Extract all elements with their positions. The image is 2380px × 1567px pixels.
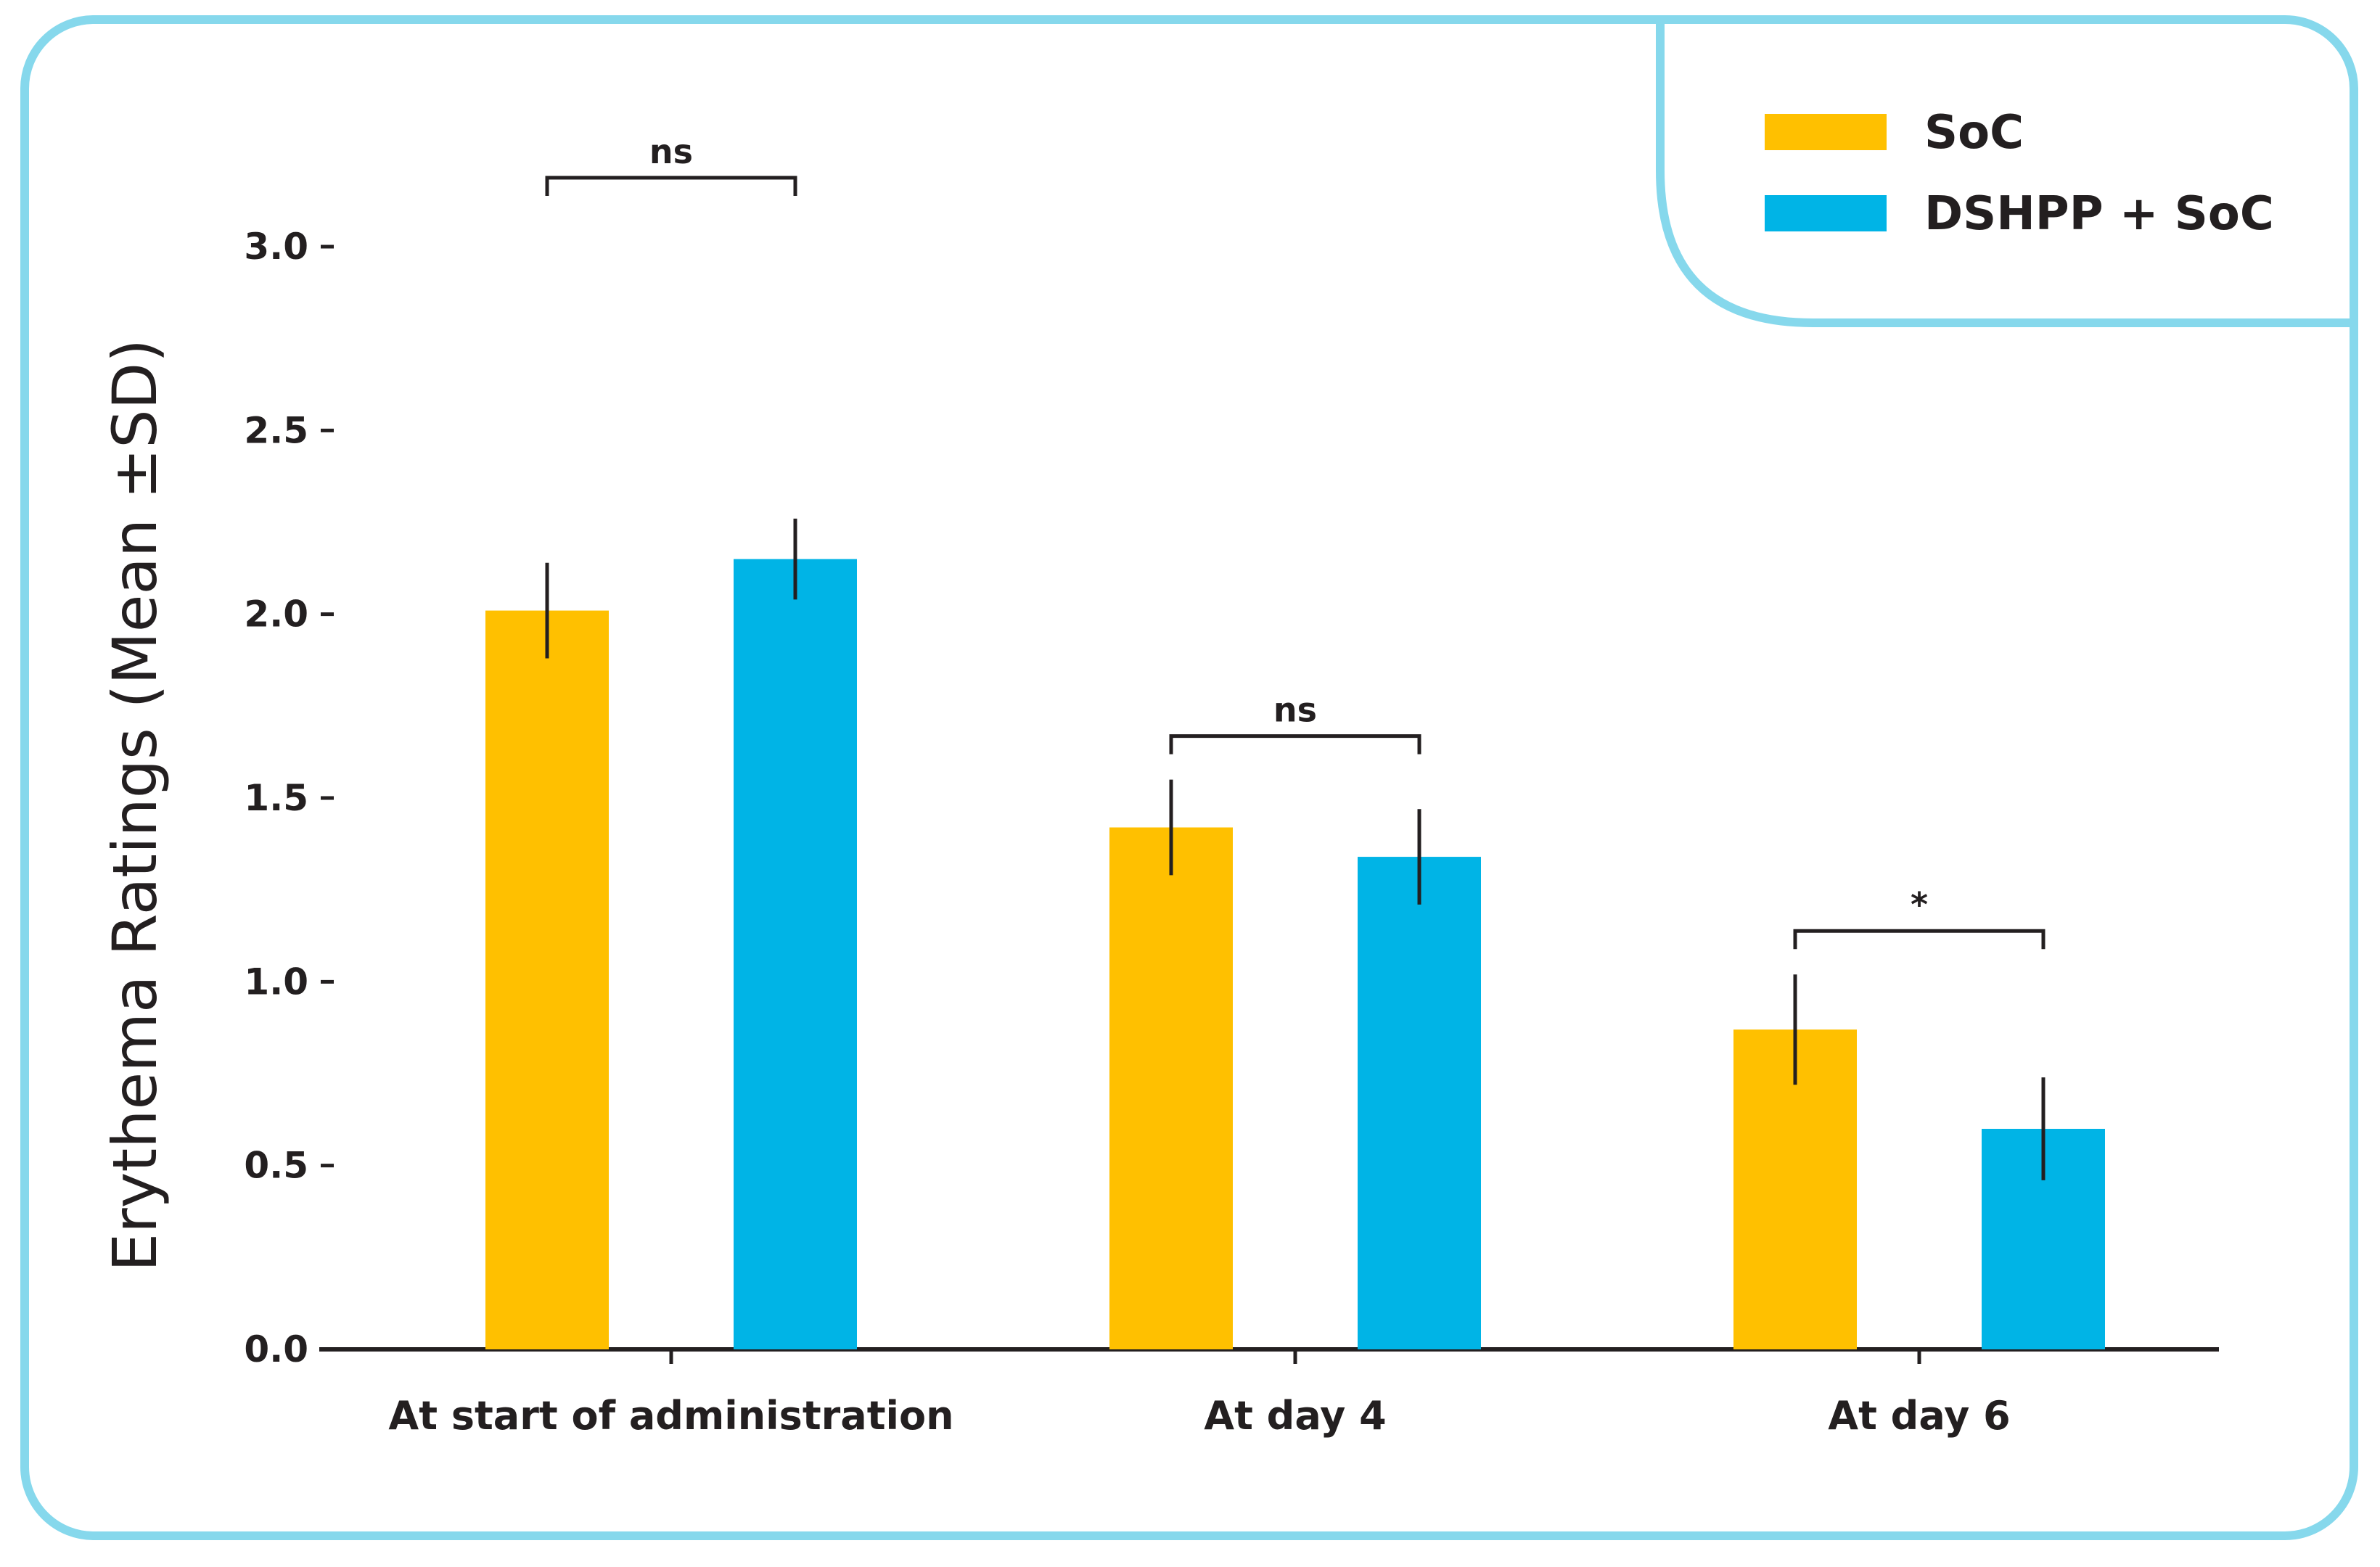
legend-frame (1656, 20, 2354, 327)
bar-dshpp-soc (734, 559, 857, 1349)
y-axis-label: Erythema Ratings (Mean ±SD) (99, 339, 171, 1272)
y-tick-label: 2.5 (244, 409, 308, 451)
significance-label: ns (1273, 691, 1317, 730)
significance-bracket (1793, 929, 2045, 950)
significance-bracket (545, 176, 797, 196)
category-label: At day 6 (1828, 1393, 2010, 1439)
significance-label: * (1911, 885, 1928, 924)
outer-frame (20, 15, 2358, 1540)
legend-swatch (1765, 195, 1887, 231)
bar-soc (485, 610, 609, 1349)
y-tick-label: 0.0 (244, 1328, 308, 1370)
legend-swatch (1765, 114, 1887, 150)
y-tick-label: 0.5 (244, 1145, 308, 1187)
category-label: At day 4 (1204, 1393, 1386, 1439)
y-tick-label: 1.5 (244, 777, 308, 819)
legend: SoC DSHPP + SoC (1765, 106, 2274, 241)
legend-label: DSHPP + SoC (1924, 187, 2274, 241)
bar-layer (485, 518, 2105, 1349)
frame-layer (20, 15, 2358, 1540)
category-label: At start of administration (388, 1393, 953, 1439)
y-tick-label: 2.0 (244, 593, 308, 636)
axis-layer: 0.0 0.5 1.0 1.5 2.0 2.5 3.0 At start of adminis… (244, 226, 2219, 1439)
y-tick-label: 1.0 (244, 961, 308, 1003)
significance-layer: ns ns * (545, 132, 2045, 950)
y-tick-label: 3.0 (244, 226, 308, 268)
significance-bracket (1169, 734, 1421, 754)
legend-label: SoC (1924, 106, 2024, 160)
bar-dshpp-soc (1358, 857, 1481, 1349)
significance-label: ns (649, 132, 693, 171)
bar-soc (1109, 827, 1233, 1349)
